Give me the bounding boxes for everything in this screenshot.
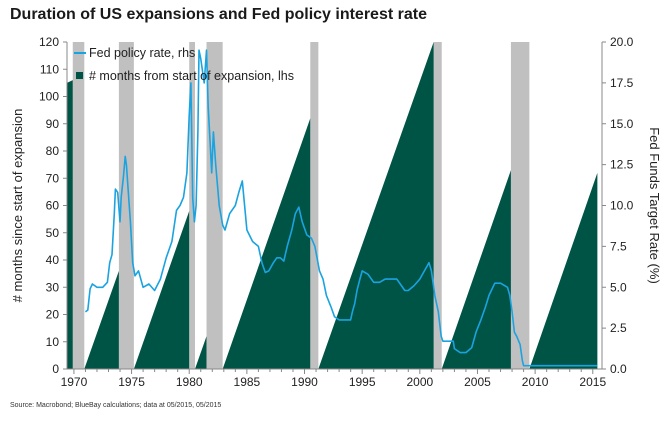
x-tick-label: 2000 [406, 375, 433, 389]
y-left-tick-label: 40 [46, 253, 60, 267]
y-right-tick-label: 15.0 [610, 117, 634, 131]
y-left-tick-label: 110 [40, 62, 59, 76]
y-left-tick-label: 100 [39, 90, 59, 104]
y-left-tick-label: 80 [46, 144, 60, 158]
x-tick-label: 2010 [522, 375, 549, 389]
y-right-tick-label: 2.5 [610, 321, 627, 335]
x-tick-label: 2015 [579, 375, 606, 389]
expansion-area [133, 210, 190, 369]
expansion-area [194, 336, 207, 369]
x-tick-label: 1980 [176, 375, 203, 389]
y-right-axis-label: Fed Funds Target Rate (%) [647, 127, 662, 284]
x-tick-label: 2005 [464, 375, 491, 389]
recession-bands [72, 42, 530, 369]
fed-rate-line [84, 49, 598, 367]
legend-label-fed-rate: Fed policy rate, rhs [89, 46, 195, 60]
y-left-tick-label: 120 [39, 35, 59, 49]
y-left-tick-label: 30 [46, 280, 60, 294]
y-left-axis-label: # months since start of expansion [10, 109, 25, 303]
chart: 0 10 20 30 40 50 60 70 80 90 100 110 120 0.0 2.5 5.0 7.5… [10, 35, 662, 389]
y-left-tick-label: 60 [46, 199, 60, 213]
y-right-tick-label: 5.0 [610, 280, 627, 294]
y-left-tick-label: 70 [46, 171, 60, 185]
y-left-tick-label: 90 [46, 117, 60, 131]
recession-band [510, 42, 530, 369]
x-tick-label: 1970 [61, 375, 88, 389]
recession-band [310, 42, 319, 369]
expansion-area [222, 118, 311, 369]
x-tick-label: 1990 [291, 375, 318, 389]
y-right-tick-label: 17.5 [610, 76, 634, 90]
source-note: Source: Macrobond; BlueBay calculations;… [10, 402, 222, 409]
expansion-area [318, 42, 434, 369]
recession-band [118, 42, 134, 369]
recession-band [72, 42, 85, 369]
recession-band [206, 42, 223, 369]
recession-band [433, 42, 442, 369]
y-right-tick-label: 0.0 [610, 362, 627, 376]
y-left-tick-label: 20 [46, 308, 60, 322]
x-tick-label: 1985 [234, 375, 261, 389]
recession-band [189, 42, 195, 369]
y-right-tick-label: 12.5 [610, 158, 634, 172]
legend-label-expansion: # months from start of expansion, lhs [89, 69, 294, 83]
legend: Fed policy rate, rhs # months from start … [74, 46, 294, 83]
y-right-tick-label: 20.0 [610, 35, 634, 49]
axes: 0 10 20 30 40 50 60 70 80 90 100 110 120 0.0 2.5 5.0 7.5… [10, 35, 662, 389]
x-tick-label: 1975 [118, 375, 145, 389]
expansion-area [529, 172, 598, 369]
expansion-area [67, 80, 73, 370]
fed-rate-series [84, 49, 598, 367]
legend-swatch-expansion [76, 72, 83, 79]
x-tick-label: 1995 [349, 375, 376, 389]
expansion-area [441, 170, 511, 369]
y-right-tick-label: 10.0 [610, 199, 634, 213]
chart-title: Duration of US expansions and Fed policy… [10, 6, 427, 23]
y-left-tick-label: 10 [46, 335, 60, 349]
y-left-tick-label: 50 [46, 226, 60, 240]
expansion-area [84, 270, 119, 369]
y-right-tick-label: 7.5 [610, 239, 627, 253]
expansion-areas [67, 42, 598, 370]
y-left-tick-label: 0 [52, 362, 59, 376]
